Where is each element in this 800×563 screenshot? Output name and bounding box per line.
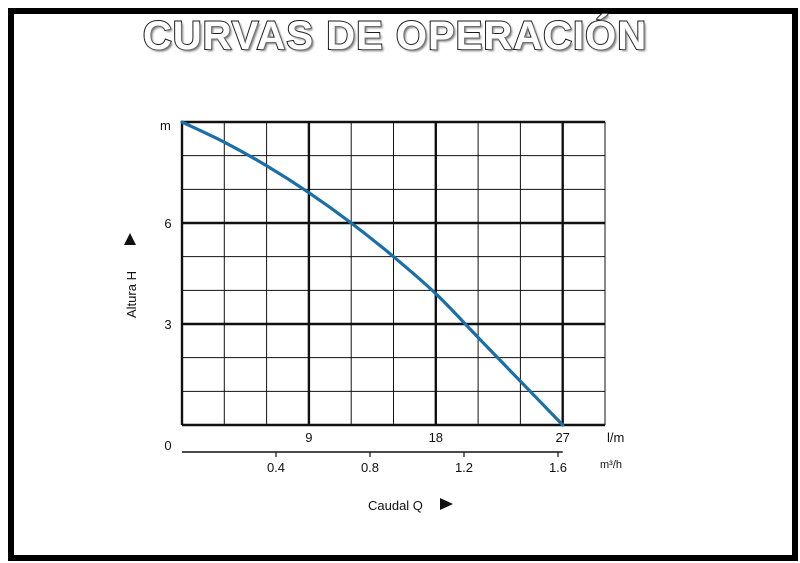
x-tick-label-lpm: 9 [305,430,312,445]
y-tick-label: 3 [164,317,171,332]
grid-major [182,120,605,425]
x-unit-m3h-label: m³/h [600,459,622,471]
pump-curve-line [180,120,565,427]
x-tick-label-m3h: 0.8 [361,460,379,475]
x-tick-label-m3h: 0.4 [267,460,285,475]
x-unit-lpm-label: l/m [607,430,624,445]
chart-title: CURVAS DE OPERACIÓN [142,13,648,59]
x-axis-arrow-icon [440,498,453,510]
y-unit-label: m [160,118,171,133]
y-tick-label: 6 [164,216,171,231]
x-tick-label-lpm: 27 [555,430,569,445]
axes [180,122,605,457]
series-group [180,120,565,427]
y-tick-label: 0 [164,438,171,453]
x-axis-title: Caudal Q [368,498,423,513]
x-tick-label-m3h: 1.2 [455,460,473,475]
tick-labels: 0 3 6 9 18 27 0.4 0.8 1.2 1.6 [164,216,570,475]
y-axis-arrow-icon [124,233,136,245]
figure-frame [8,8,798,561]
grid-minor [182,122,606,425]
x-tick-label-lpm: 18 [429,430,443,445]
y-axis-title: Altura H [124,271,139,318]
x-tick-label-m3h: 1.6 [549,460,567,475]
